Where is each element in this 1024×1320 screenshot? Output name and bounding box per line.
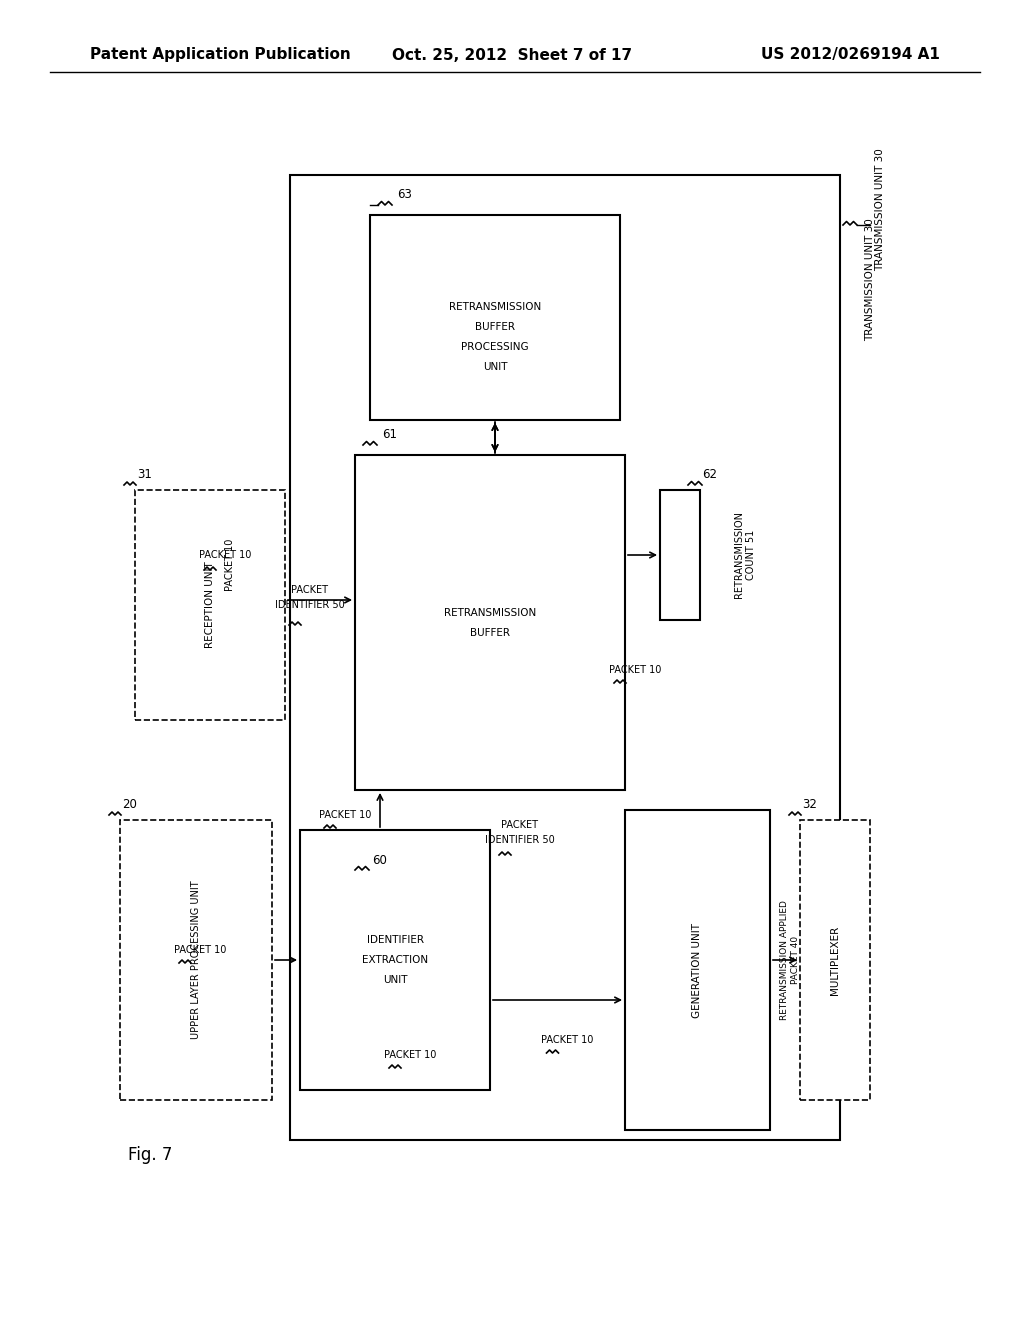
FancyBboxPatch shape bbox=[370, 215, 620, 420]
FancyBboxPatch shape bbox=[135, 490, 285, 719]
Text: MULTIPLEXER: MULTIPLEXER bbox=[830, 925, 840, 995]
Text: Oct. 25, 2012  Sheet 7 of 17: Oct. 25, 2012 Sheet 7 of 17 bbox=[392, 48, 632, 62]
Text: Fig. 7: Fig. 7 bbox=[128, 1146, 172, 1164]
FancyBboxPatch shape bbox=[660, 490, 700, 620]
Text: TRANSMISSION UNIT 30: TRANSMISSION UNIT 30 bbox=[865, 219, 874, 342]
Text: PACKET 10: PACKET 10 bbox=[174, 945, 226, 954]
Text: RETRANSMISSION APPLIED
PACKET 40: RETRANSMISSION APPLIED PACKET 40 bbox=[780, 900, 800, 1020]
Text: UNIT: UNIT bbox=[482, 363, 507, 372]
FancyBboxPatch shape bbox=[120, 820, 272, 1100]
Text: RECEPTION UNIT: RECEPTION UNIT bbox=[205, 561, 215, 648]
Text: PACKET 10: PACKET 10 bbox=[542, 1035, 594, 1045]
Text: IDENTIFIER: IDENTIFIER bbox=[367, 935, 424, 945]
Text: 32: 32 bbox=[803, 799, 817, 812]
Text: TRANSMISSION UNIT 30: TRANSMISSION UNIT 30 bbox=[874, 149, 885, 272]
Text: RETRANSMISSION: RETRANSMISSION bbox=[449, 302, 541, 313]
Text: UNIT: UNIT bbox=[383, 975, 408, 985]
Text: 60: 60 bbox=[373, 854, 387, 866]
Text: PACKET 10: PACKET 10 bbox=[199, 550, 251, 560]
FancyBboxPatch shape bbox=[355, 455, 625, 789]
Text: PACKET 10: PACKET 10 bbox=[318, 810, 371, 820]
FancyBboxPatch shape bbox=[800, 820, 870, 1100]
Text: 63: 63 bbox=[397, 189, 413, 202]
Text: IDENTIFIER 50: IDENTIFIER 50 bbox=[275, 601, 345, 610]
Text: Patent Application Publication: Patent Application Publication bbox=[90, 48, 351, 62]
Text: EXTRACTION: EXTRACTION bbox=[361, 954, 428, 965]
Text: RETRANSMISSION
COUNT 51: RETRANSMISSION COUNT 51 bbox=[734, 511, 756, 598]
Text: BUFFER: BUFFER bbox=[475, 322, 515, 333]
Text: IDENTIFIER 50: IDENTIFIER 50 bbox=[485, 836, 555, 845]
Text: PROCESSING: PROCESSING bbox=[461, 342, 528, 352]
FancyBboxPatch shape bbox=[300, 830, 490, 1090]
FancyBboxPatch shape bbox=[625, 810, 770, 1130]
Text: BUFFER: BUFFER bbox=[470, 627, 510, 638]
Text: PACKET: PACKET bbox=[502, 820, 539, 830]
FancyBboxPatch shape bbox=[290, 176, 840, 1140]
Text: PACKET 10: PACKET 10 bbox=[384, 1049, 436, 1060]
Text: 20: 20 bbox=[123, 799, 137, 812]
Text: 62: 62 bbox=[702, 469, 718, 482]
Text: PACKET 10: PACKET 10 bbox=[609, 665, 662, 675]
Text: 61: 61 bbox=[383, 429, 397, 441]
Text: US 2012/0269194 A1: US 2012/0269194 A1 bbox=[761, 48, 940, 62]
Text: 31: 31 bbox=[137, 469, 153, 482]
Text: PACKET: PACKET bbox=[292, 585, 329, 595]
Text: RETRANSMISSION: RETRANSMISSION bbox=[443, 607, 537, 618]
Text: UPPER LAYER PROCESSING UNIT: UPPER LAYER PROCESSING UNIT bbox=[191, 880, 201, 1039]
Text: PACKET 10: PACKET 10 bbox=[225, 539, 234, 591]
Text: GENERATION UNIT: GENERATION UNIT bbox=[692, 923, 702, 1018]
